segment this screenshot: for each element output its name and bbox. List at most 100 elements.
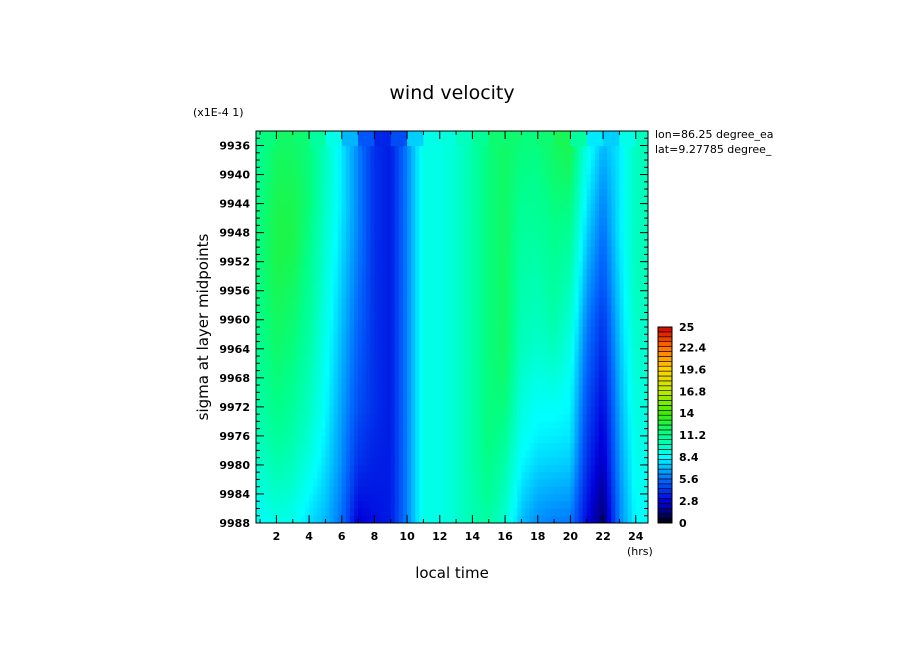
heatmap-cell	[419, 261, 425, 270]
heatmap-cell	[505, 181, 510, 190]
heatmap-cell	[484, 174, 490, 183]
heatmap-cell	[574, 290, 580, 299]
heatmap-cell	[570, 414, 576, 422]
heatmap-cell	[554, 341, 559, 350]
heatmap-cell	[280, 457, 286, 466]
heatmap-cell	[460, 443, 465, 452]
heatmap-cell	[611, 508, 616, 517]
heatmap-cell	[456, 174, 461, 183]
heatmap-cell	[431, 268, 437, 277]
heatmap-cell	[358, 450, 363, 459]
heatmap-cell	[623, 312, 629, 321]
heatmap-cell	[623, 501, 629, 510]
heatmap-cell	[468, 457, 474, 466]
heatmap-cell	[627, 428, 633, 437]
heatmap-cell	[341, 305, 347, 314]
heatmap-cell	[456, 203, 461, 212]
heatmap-cell	[354, 261, 359, 270]
heatmap-cell	[603, 189, 608, 197]
heatmap-cell	[345, 508, 351, 517]
heatmap-cell	[296, 472, 302, 481]
heatmap-cell	[472, 196, 478, 205]
heatmap-cell	[284, 356, 290, 364]
heatmap-cell	[268, 319, 273, 328]
heatmap-cell	[525, 283, 531, 292]
heatmap-cell	[321, 312, 327, 321]
heatmap-cell	[317, 189, 322, 197]
heatmap-cell	[521, 167, 527, 176]
heatmap-cell	[550, 225, 555, 234]
heatmap-cell	[300, 348, 306, 357]
heatmap-cell	[268, 435, 273, 444]
heatmap-cell	[586, 189, 592, 197]
heatmap-cell	[586, 268, 592, 277]
heatmap-cell	[300, 399, 306, 408]
heatmap-cell	[456, 515, 461, 523]
heatmap-cell	[378, 356, 384, 364]
heatmap-cell	[590, 370, 596, 379]
heatmap-cell	[329, 305, 335, 314]
heatmap-cell	[386, 261, 392, 270]
heatmap-cell	[599, 508, 604, 517]
heatmap-cell	[288, 232, 294, 241]
heatmap-cell	[537, 457, 543, 466]
heatmap-cell	[496, 276, 502, 285]
heatmap-cell	[533, 305, 539, 314]
heatmap-cell	[415, 406, 420, 415]
heatmap-cell	[607, 152, 612, 161]
heatmap-cell	[619, 203, 625, 212]
heatmap-cell	[362, 501, 367, 510]
heatmap-cell	[407, 472, 412, 481]
heatmap-cell	[447, 443, 453, 452]
heatmap-cell	[545, 428, 551, 437]
heatmap-cell	[550, 515, 555, 523]
heatmap-cell	[309, 327, 314, 335]
heatmap-cell	[480, 472, 486, 481]
heatmap-cell	[325, 218, 331, 226]
heatmap-cell	[529, 421, 535, 430]
heatmap-cell	[521, 334, 527, 343]
heatmap-cell	[594, 464, 600, 473]
heatmap-cell	[378, 152, 384, 161]
heatmap-cell	[574, 486, 580, 495]
heatmap-cell	[480, 421, 486, 430]
heatmap-cell	[390, 319, 396, 328]
heatmap-cell	[550, 210, 555, 219]
heatmap-cell	[415, 479, 420, 488]
heatmap-cell	[317, 414, 322, 422]
heatmap-cell	[443, 341, 449, 350]
heatmap-cell	[627, 348, 633, 357]
heatmap-cell	[537, 167, 543, 176]
heatmap-cell	[537, 385, 543, 393]
heatmap-cell	[517, 203, 523, 212]
heatmap-cell	[370, 276, 376, 285]
heatmap-cell	[260, 131, 278, 147]
heatmap-cell	[562, 290, 567, 299]
heatmap-cell	[631, 334, 637, 343]
heatmap-cell	[472, 370, 478, 379]
heatmap-cell	[394, 167, 400, 176]
heatmap-cell	[627, 189, 633, 197]
heatmap-cell	[488, 210, 494, 219]
heatmap-cell	[288, 443, 294, 452]
heatmap-cell	[599, 305, 604, 314]
heatmap-cell	[443, 218, 449, 226]
heatmap-cell	[292, 464, 298, 473]
heatmap-cell	[501, 283, 506, 292]
heatmap-cell	[521, 464, 527, 473]
heatmap-cell	[537, 406, 543, 415]
heatmap-cell	[509, 312, 514, 321]
heatmap-cell	[260, 334, 265, 343]
heatmap-cell	[566, 312, 572, 321]
heatmap-cell	[349, 218, 355, 226]
heatmap-cell	[374, 435, 380, 444]
heatmap-cell	[537, 203, 543, 212]
heatmap-cell	[394, 319, 400, 328]
heatmap-cell	[619, 515, 625, 523]
heatmap-cell	[582, 428, 588, 437]
x-tick-label: 4	[305, 530, 313, 543]
heatmap-cell	[529, 377, 535, 386]
heatmap-cell	[541, 203, 547, 212]
heatmap-cell	[545, 174, 551, 183]
heatmap-cell	[288, 145, 294, 154]
